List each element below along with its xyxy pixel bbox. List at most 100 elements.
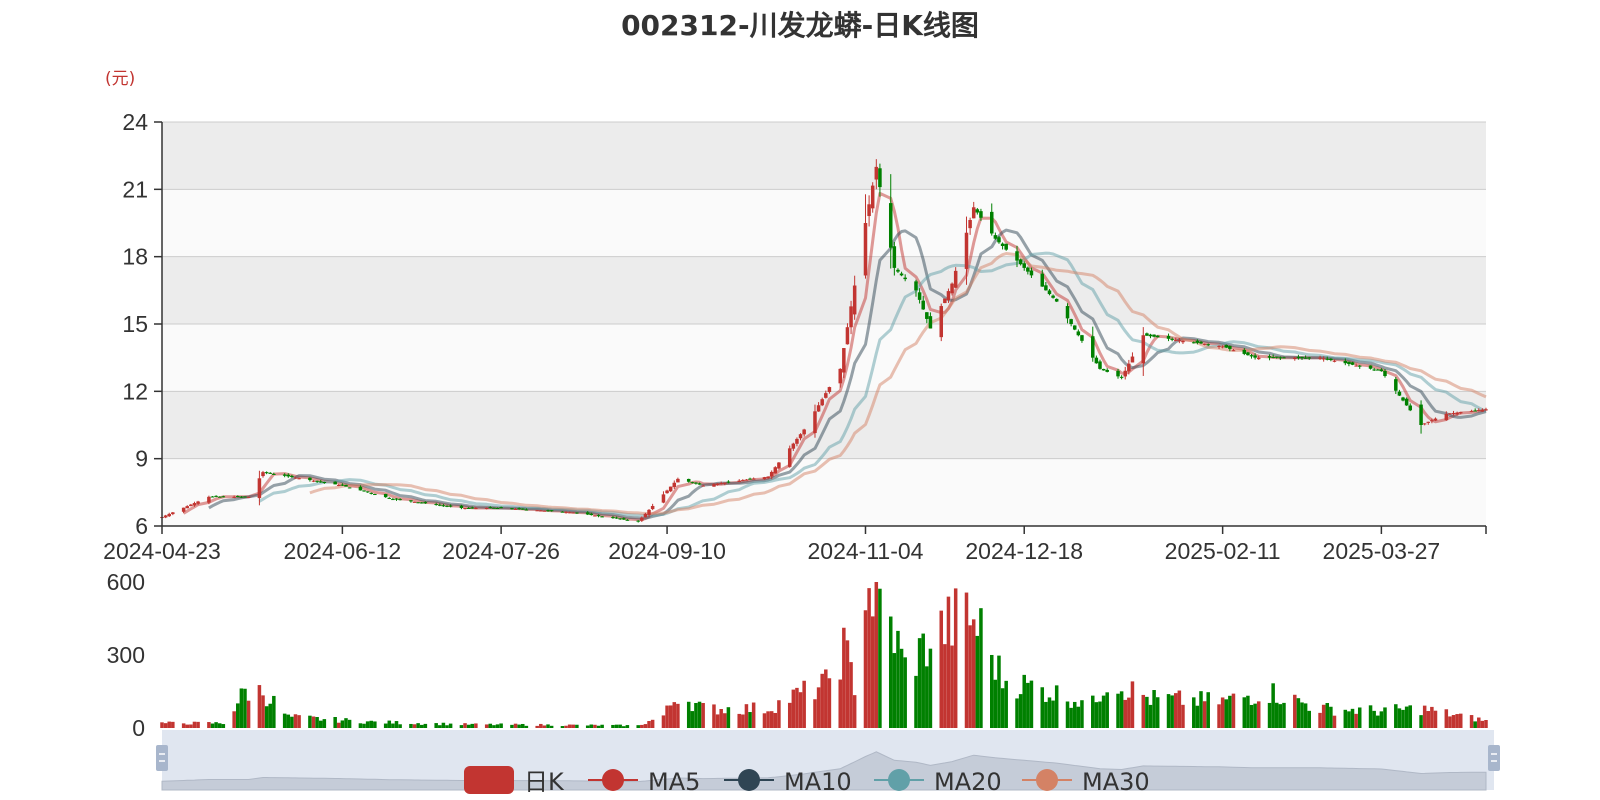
volume-bar (207, 722, 211, 728)
volume-bar (1458, 713, 1463, 728)
candle-body (318, 481, 323, 483)
candle-body (1404, 398, 1409, 406)
volume-bar (1246, 695, 1250, 728)
candle-body (571, 512, 576, 514)
volume-bar (1094, 702, 1099, 728)
volume-bar (640, 724, 644, 728)
candle-body (625, 519, 630, 521)
volume-bar (571, 724, 576, 728)
legend-item-ma30[interactable]: MA30 (1022, 768, 1150, 796)
volume-bar (921, 633, 925, 728)
volume-bar (257, 685, 262, 728)
candle-body (701, 485, 705, 487)
volume-bar (542, 725, 547, 728)
candle-body (596, 515, 601, 517)
slider-handle-icon[interactable] (1488, 745, 1500, 771)
candle-body (268, 472, 272, 474)
candle-body (672, 482, 677, 488)
candle-body (542, 510, 547, 512)
candle-body (867, 204, 871, 217)
candle-body (899, 273, 904, 276)
volume-bar (672, 702, 677, 728)
volume-bar (1347, 711, 1351, 728)
candle-body (488, 507, 493, 509)
volume-bar (1192, 697, 1196, 728)
candle-body (874, 166, 879, 180)
volume-bar (362, 723, 366, 728)
volume-bar (365, 721, 370, 728)
volume-bar (668, 705, 673, 728)
volume-bar (434, 723, 438, 728)
volume-bar (513, 723, 518, 728)
candle-body (845, 327, 850, 345)
candle-body (1343, 360, 1348, 364)
volume-bar (989, 654, 994, 728)
volume-bar (484, 724, 489, 728)
candle-body (308, 477, 312, 481)
volume-bar (1152, 690, 1156, 728)
volume-bar (820, 673, 824, 728)
candle-body (712, 484, 716, 487)
volume-bar (492, 725, 496, 728)
candle-body (1069, 319, 1073, 324)
candle-body (697, 483, 702, 485)
ma10-line (208, 228, 1487, 520)
volume-bar (315, 717, 319, 728)
candle-body (1004, 243, 1008, 250)
candle-body (1018, 259, 1023, 265)
legend-item-ma20[interactable]: MA20 (874, 768, 1002, 796)
price-grid (162, 121, 1486, 527)
candle-body (1484, 409, 1488, 411)
volume-bar (1455, 714, 1459, 728)
candle-body (892, 246, 897, 268)
candle-body (1072, 325, 1077, 330)
candle-body (979, 211, 983, 218)
volume-bar (1343, 709, 1348, 728)
candle-body (1080, 335, 1084, 341)
volume-bar (997, 655, 1001, 728)
x-tick-label: 2025-03-27 (1323, 538, 1441, 564)
candle-body (409, 500, 413, 502)
volume-bar (950, 645, 954, 728)
legend-item-kline[interactable]: 日K (464, 766, 565, 796)
legend-item-ma10[interactable]: MA10 (724, 768, 852, 796)
candle-body (297, 478, 301, 480)
candle-body (1195, 340, 1200, 343)
candle-body (1430, 420, 1434, 422)
volume-bar (517, 724, 521, 728)
candle-body (914, 281, 918, 291)
volume-bar (1448, 716, 1452, 728)
legend-item-ma5[interactable]: MA5 (588, 768, 700, 796)
legend-label: 日K (524, 768, 565, 796)
volume-bar (546, 724, 550, 728)
volume-bar (1051, 700, 1055, 728)
volume-bar (1195, 705, 1200, 728)
volume-bar (773, 712, 778, 728)
volume-bar (466, 724, 471, 728)
volume-bar (163, 723, 168, 728)
volume-bar (1307, 710, 1311, 728)
candle-body (535, 510, 539, 512)
volume-bar (852, 695, 857, 728)
candle-body (1130, 356, 1135, 363)
volume-bar (896, 630, 900, 728)
volume-bar (744, 704, 749, 728)
volume-bar (567, 724, 572, 728)
volume-axis: 0 300 600 (107, 569, 145, 741)
y-tick-label: 24 (122, 109, 148, 135)
volume-bar (1282, 702, 1286, 728)
volume-bar (1004, 680, 1008, 728)
candle-body (726, 481, 731, 483)
volume-bar (387, 720, 392, 728)
data-zoom-slider[interactable] (156, 730, 1500, 791)
volume-bar (1433, 710, 1438, 728)
volume-bar (495, 724, 500, 728)
volume-bar (560, 726, 565, 728)
slider-handle-icon[interactable] (156, 745, 168, 771)
volume-bar (643, 724, 648, 728)
candle-body (921, 300, 925, 310)
candle-body (1022, 263, 1026, 268)
volume-bar (1397, 708, 1402, 728)
candle-body (842, 348, 846, 373)
volume-bar (1000, 688, 1005, 728)
